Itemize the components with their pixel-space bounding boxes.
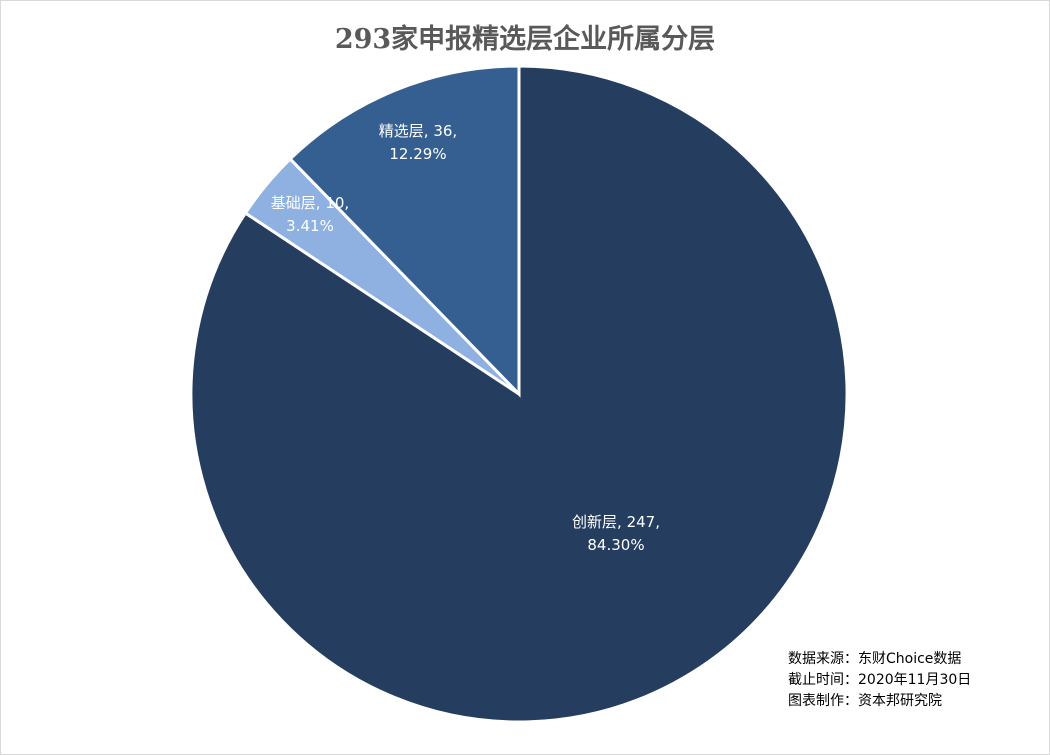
slice-label: 创新层, 247, 84.30% <box>572 513 660 554</box>
cutoff-line: 截止时间：2020年11月30日 <box>788 672 972 688</box>
maker-line: 图表制作：资本邦研究院 <box>788 693 942 709</box>
slice-label: 精选层, 36, 12.29% <box>379 122 457 163</box>
chart-title: 293家申报精选层企业所属分层 <box>334 24 716 55</box>
pie-slice <box>288 64 521 398</box>
slice-label: 基础层, 10, 3.41% <box>271 194 349 235</box>
source-note: 数据来源：东财Choice数据 截止时间：2020年11月30日 图表制作：资本… <box>788 649 971 712</box>
source-line: 数据来源：东财Choice数据 <box>788 651 962 667</box>
